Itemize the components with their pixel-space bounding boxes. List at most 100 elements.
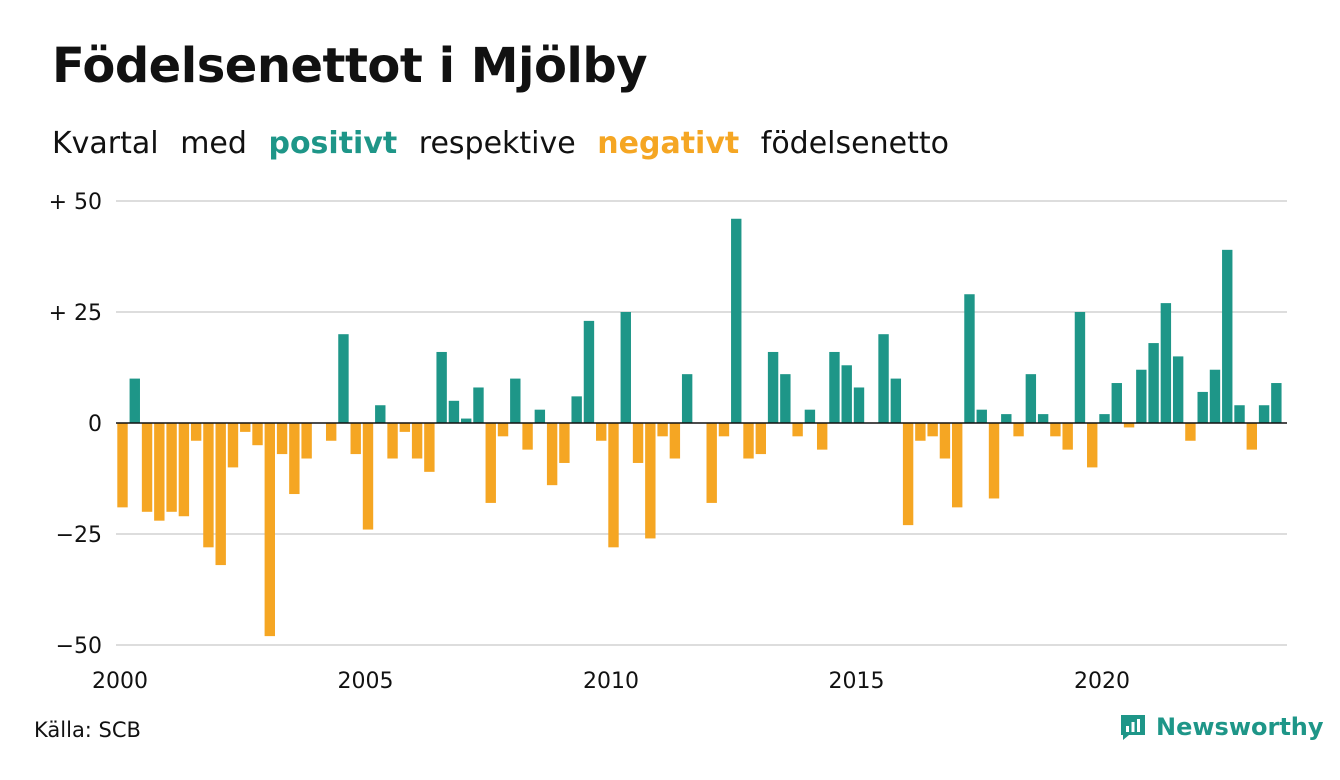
bar-positive bbox=[1099, 414, 1110, 423]
y-tick-label: 0 bbox=[88, 412, 102, 437]
subtitle-part-1: Kvartal bbox=[52, 126, 159, 161]
bar-positive bbox=[583, 320, 595, 423]
bar-negative bbox=[755, 423, 766, 455]
chart-subtitle: Kvartal med positivt respektive negativt… bbox=[52, 126, 961, 161]
bar-negative bbox=[559, 423, 570, 463]
bar-negative bbox=[522, 423, 533, 450]
bar-positive bbox=[1001, 414, 1012, 423]
bar-negative bbox=[706, 423, 717, 503]
bar-positive bbox=[1025, 374, 1037, 423]
bar-negative bbox=[792, 423, 803, 437]
newsworthy-logo-icon bbox=[1121, 715, 1145, 740]
bar-positive bbox=[731, 218, 742, 423]
bar-negative bbox=[743, 423, 754, 459]
chart-title: Födelsenettot i Mjölby bbox=[52, 38, 648, 94]
bar-positive bbox=[1037, 414, 1049, 423]
bar-negative bbox=[154, 423, 165, 521]
bar-positive bbox=[473, 387, 484, 423]
bar-positive bbox=[1074, 312, 1086, 423]
bar-positive bbox=[1111, 383, 1122, 423]
bar-negative bbox=[645, 423, 656, 539]
x-tick-label: 2020 bbox=[1074, 669, 1130, 694]
bar-positive bbox=[767, 351, 779, 423]
bar-negative bbox=[915, 423, 926, 441]
bars bbox=[117, 218, 1282, 637]
x-tick-label: 2010 bbox=[583, 669, 639, 694]
subtitle-positive: positivt bbox=[268, 126, 398, 161]
bar-negative bbox=[411, 423, 423, 459]
bar-positive bbox=[534, 409, 546, 423]
bar-positive bbox=[448, 400, 460, 423]
bar-positive bbox=[1209, 369, 1221, 423]
source-note: Källa: SCB bbox=[34, 718, 141, 742]
bar-positive bbox=[510, 378, 521, 423]
bar-positive bbox=[1172, 356, 1184, 423]
bar-negative bbox=[546, 423, 558, 486]
bar-negative bbox=[1062, 423, 1073, 450]
bar-negative bbox=[141, 423, 153, 512]
bar-positive bbox=[1222, 249, 1233, 423]
bar-positive bbox=[804, 409, 816, 423]
bar-positive bbox=[780, 374, 791, 423]
x-tick-label: 2005 bbox=[338, 669, 394, 694]
bar-negative bbox=[657, 423, 668, 437]
y-axis-ticks: + 50 + 25 0 −25 −50 bbox=[49, 190, 102, 659]
bar-negative bbox=[190, 423, 202, 441]
bar-negative bbox=[497, 423, 509, 437]
x-axis-ticks: 2000 2005 2010 2015 2020 bbox=[92, 669, 1130, 694]
bar-positive bbox=[878, 334, 889, 423]
x-tick-label: 2015 bbox=[829, 669, 885, 694]
bar-negative bbox=[264, 423, 275, 637]
bar-negative bbox=[387, 423, 398, 459]
bar-positive bbox=[461, 418, 472, 423]
bar-negative bbox=[952, 423, 963, 508]
bar-negative bbox=[1013, 423, 1024, 437]
y-tick-label: + 25 bbox=[49, 301, 102, 326]
bar-positive bbox=[436, 351, 447, 423]
bar-positive bbox=[571, 396, 582, 423]
bar-positive bbox=[620, 312, 631, 423]
bar-positive bbox=[681, 374, 693, 423]
bar-negative bbox=[399, 423, 411, 432]
bar-negative bbox=[596, 423, 607, 441]
x-tick-label: 2000 bbox=[92, 669, 148, 694]
bar-negative bbox=[350, 423, 361, 455]
brand-name: Newsworthy bbox=[1156, 713, 1324, 741]
brand-logo[interactable]: Newsworthy bbox=[1118, 712, 1324, 742]
bar-negative bbox=[485, 423, 496, 503]
bar-negative bbox=[178, 423, 190, 517]
bar-negative bbox=[301, 423, 312, 459]
bar-positive bbox=[1234, 405, 1245, 423]
bar-positive bbox=[338, 334, 349, 423]
bar-negative bbox=[816, 423, 828, 450]
bar-negative bbox=[276, 423, 288, 455]
subtitle-negative: negativt bbox=[597, 126, 740, 161]
bar-positive bbox=[1136, 369, 1147, 423]
bar-negative bbox=[1246, 423, 1257, 450]
bar-negative bbox=[902, 423, 914, 526]
bar-negative bbox=[927, 423, 938, 437]
y-tick-label: + 50 bbox=[49, 190, 102, 215]
bar-positive bbox=[1160, 303, 1172, 423]
bar-positive bbox=[375, 405, 386, 423]
bar-negative bbox=[424, 423, 435, 472]
bar-positive bbox=[1271, 383, 1282, 423]
bar-negative bbox=[988, 423, 1000, 499]
bar-negative bbox=[669, 423, 681, 459]
bar-negative bbox=[117, 423, 128, 508]
subtitle-part-4: födelsenetto bbox=[760, 126, 949, 161]
bar-negative bbox=[203, 423, 214, 548]
bar-negative bbox=[252, 423, 263, 446]
bar-negative bbox=[1185, 423, 1196, 441]
subtitle-part-2: med bbox=[180, 126, 247, 161]
bar-positive bbox=[1148, 343, 1159, 423]
grid-lines bbox=[116, 200, 1287, 646]
bar-positive bbox=[1197, 391, 1208, 423]
y-tick-label: −25 bbox=[56, 523, 102, 548]
bar-positive bbox=[841, 365, 852, 423]
bar-positive bbox=[1258, 405, 1270, 423]
bar-negative bbox=[1050, 423, 1061, 437]
bar-negative bbox=[240, 423, 251, 432]
bar-positive bbox=[853, 387, 865, 423]
